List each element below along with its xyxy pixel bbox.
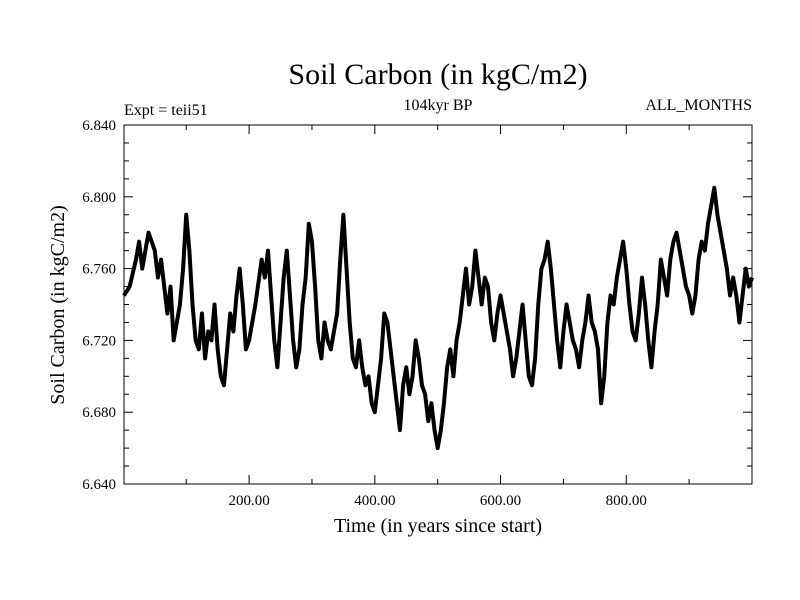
x-tick-label: 200.00 xyxy=(228,493,269,509)
data-layer xyxy=(122,185,754,451)
experiment-label: Expt = teii51 xyxy=(124,102,208,119)
y-tick-label: 6.800 xyxy=(82,190,116,206)
chart-title: Soil Carbon (in kgC/m2) xyxy=(288,58,587,91)
y-tick-labels: 6.640 6.680 6.720 6.760 6.800 6.840 xyxy=(82,118,116,493)
plot-frame xyxy=(123,124,753,485)
x-tick-label: 400.00 xyxy=(354,493,395,509)
y-axis-label: Soil Carbon (in kgC/m2) xyxy=(47,205,69,404)
x-tick-label: 800.00 xyxy=(606,493,647,509)
chart-subtitle: 104kyr BP xyxy=(404,97,473,114)
x-axis-label: Time (in years since start) xyxy=(334,515,542,537)
y-tick-label: 6.840 xyxy=(82,118,116,134)
series-line-0 xyxy=(122,185,754,451)
y-tick-label: 6.680 xyxy=(82,405,116,421)
y-tick-label: 6.640 xyxy=(82,477,116,493)
y-tick-label: 6.760 xyxy=(82,262,116,278)
y-tick-label: 6.720 xyxy=(82,333,116,349)
plot-area xyxy=(122,124,754,485)
x-tick-labels: 200.00 400.00 600.00 800.00 xyxy=(228,493,646,509)
months-label: ALL_MONTHS xyxy=(645,97,752,114)
x-tick-label: 600.00 xyxy=(480,493,521,509)
